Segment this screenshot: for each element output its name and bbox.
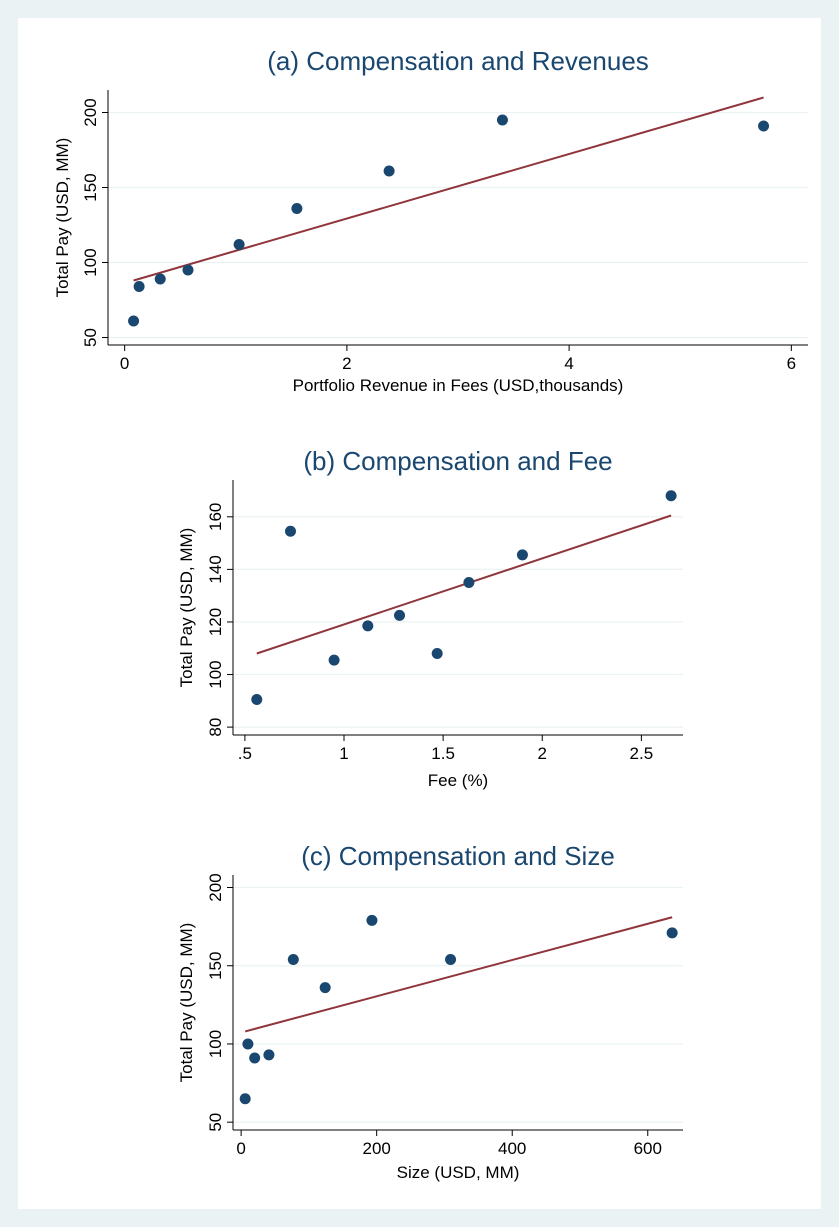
- panel-a-chart: 50 100 150 200 0 2 4 6 (a) Compensation and Reve…: [53, 46, 808, 395]
- panel-b-data-point-1: [284, 525, 296, 537]
- panel-a-data-point-1: [133, 281, 145, 292]
- panel-b-data-point-7: [516, 549, 528, 561]
- panel-c-x-tick-label-0: 0: [236, 1139, 245, 1158]
- panel-a-x-tick-label-0: 0: [120, 354, 129, 373]
- panel-a-y-tick-label-3: 200: [81, 98, 100, 126]
- panel-a-x-axis-label: Portfolio Revenue in Fees (USD,thousands…: [293, 376, 624, 395]
- panel-b-x-tick-label-2: 1.5: [431, 744, 455, 763]
- panel-c-y-tick-label-0: 50: [206, 1113, 225, 1132]
- panel-c-y-tick-label-2: 150: [206, 952, 225, 980]
- panel-c-y-tick-label-3: 200: [206, 873, 225, 901]
- panel-a-data-point-4: [233, 239, 245, 250]
- panel-b-chart: 80 100 120 140 160 .5 1 1.5 2 2.5 (b) Compensation…: [177, 446, 683, 790]
- panel-a-y-tick-label-2: 150: [81, 173, 100, 201]
- panel-a-data-point-0: [128, 315, 140, 327]
- panel-a-x-tick-label-2: 4: [564, 354, 573, 373]
- panel-b-x-tick-label-4: 2.5: [630, 744, 654, 763]
- panel-b-y-tick-label-1: 100: [206, 660, 225, 688]
- panel-c-title: (c) Compensation and Size: [301, 841, 615, 871]
- panel-a-y-axis-label: Total Pay (USD, MM): [53, 138, 72, 298]
- panel-b-y-tick-label-2: 120: [206, 608, 225, 636]
- panel-c-data-point-5: [319, 982, 331, 994]
- panel-c-data-point-2: [249, 1052, 261, 1064]
- panel-c-chart: 50 100 150 200 0 200 400 600 (c) Compensation an…: [177, 841, 683, 1182]
- panel-a-data-point-5: [291, 203, 303, 214]
- panel-a-x-tick-label-1: 2: [342, 354, 351, 373]
- panel-b-data-point-6: [463, 577, 475, 589]
- panel-b-data-point-8: [665, 490, 677, 502]
- panel-c-data-point-6: [366, 914, 378, 926]
- panel-a-title: (a) Compensation and Revenues: [267, 46, 649, 76]
- panel-b-y-tick-label-0: 80: [206, 718, 225, 737]
- panel-b-background: [18, 418, 821, 817]
- panel-b-x-tick-label-1: 1: [339, 744, 348, 763]
- panel-c-background: [18, 814, 821, 1209]
- panel-c-x-tick-label-3: 600: [634, 1139, 662, 1158]
- panel-c-data-point-7: [445, 953, 457, 965]
- panel-c-data-point-3: [263, 1049, 275, 1061]
- panel-a-data-point-6: [383, 165, 395, 177]
- panel-c-x-tick-label-1: 200: [362, 1139, 390, 1158]
- panel-b-data-point-4: [394, 609, 406, 621]
- panel-a-y-tick-label-0: 50: [81, 328, 100, 347]
- panel-b-y-tick-label-3: 140: [206, 555, 225, 583]
- panel-a-data-point-3: [182, 264, 194, 276]
- panel-a-y-tick-label-1: 100: [81, 248, 100, 276]
- panel-b-x-axis-label: Fee (%): [428, 771, 488, 790]
- panel-b-y-tick-label-4: 160: [206, 503, 225, 531]
- panel-c-x-axis-label: Size (USD, MM): [397, 1163, 520, 1182]
- panel-b-data-point-2: [328, 654, 340, 666]
- panel-c-y-axis-label: Total Pay (USD, MM): [177, 923, 196, 1083]
- panel-b-data-point-0: [251, 694, 263, 706]
- panel-c-data-point-8: [666, 927, 678, 939]
- panel-c-data-point-0: [239, 1093, 251, 1105]
- panel-a-data-point-2: [154, 273, 166, 285]
- panel-a-x-tick-label-3: 6: [787, 354, 796, 373]
- panel-a-data-point-7: [496, 114, 508, 126]
- panel-b-x-tick-label-0: .5: [238, 744, 252, 763]
- panel-c-data-point-4: [287, 953, 299, 965]
- panel-b-title: (b) Compensation and Fee: [303, 446, 612, 476]
- panel-a-background: [18, 18, 821, 421]
- panel-c-data-point-1: [242, 1038, 254, 1050]
- panel-c-fit-line: [244, 916, 673, 1033]
- panel-b-x-tick-label-3: 2: [538, 744, 547, 763]
- panel-b-data-point-5: [431, 648, 443, 660]
- panel-b-y-axis-label: Total Pay (USD, MM): [177, 528, 196, 688]
- panel-b-data-point-3: [362, 620, 374, 632]
- panel-c-y-tick-label-1: 100: [206, 1030, 225, 1058]
- panel-c-x-tick-label-2: 400: [498, 1139, 526, 1158]
- panel-a-data-point-8: [758, 120, 770, 132]
- panel-a-fit-line: [133, 96, 764, 282]
